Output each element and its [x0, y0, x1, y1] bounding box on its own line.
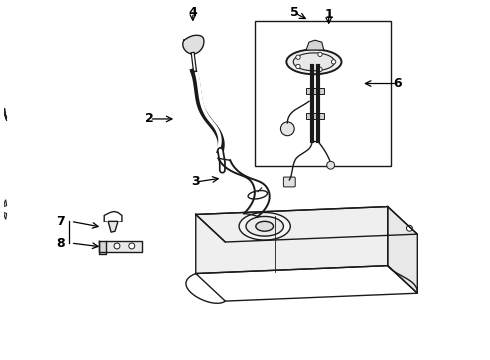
Polygon shape [306, 113, 324, 119]
Text: 4: 4 [189, 6, 197, 19]
Circle shape [114, 243, 120, 249]
Text: 3: 3 [192, 175, 200, 189]
Circle shape [327, 161, 335, 169]
Ellipse shape [239, 212, 290, 240]
Bar [255, 21, 391, 166]
Text: 7: 7 [56, 215, 65, 228]
Circle shape [296, 55, 300, 59]
Polygon shape [99, 241, 142, 252]
Polygon shape [306, 40, 324, 50]
Text: 2: 2 [145, 112, 154, 125]
Circle shape [318, 67, 322, 72]
Text: 8: 8 [56, 237, 65, 249]
FancyBboxPatch shape [283, 177, 295, 187]
Ellipse shape [246, 216, 283, 236]
Ellipse shape [256, 221, 273, 231]
Circle shape [280, 122, 294, 136]
Polygon shape [183, 35, 204, 54]
Polygon shape [306, 89, 324, 94]
Polygon shape [4, 111, 7, 121]
Circle shape [407, 225, 413, 231]
Circle shape [318, 52, 322, 57]
Polygon shape [108, 221, 118, 232]
Text: 6: 6 [393, 77, 402, 90]
Polygon shape [4, 108, 7, 118]
Polygon shape [196, 207, 417, 242]
Ellipse shape [286, 49, 342, 74]
Polygon shape [388, 207, 417, 293]
Polygon shape [99, 241, 106, 254]
Polygon shape [196, 207, 388, 274]
Ellipse shape [293, 53, 335, 71]
Circle shape [331, 60, 336, 64]
Polygon shape [4, 212, 7, 219]
Circle shape [129, 243, 135, 249]
Text: 1: 1 [324, 8, 333, 21]
Text: 5: 5 [290, 6, 298, 19]
Circle shape [296, 64, 300, 69]
Polygon shape [4, 200, 7, 207]
